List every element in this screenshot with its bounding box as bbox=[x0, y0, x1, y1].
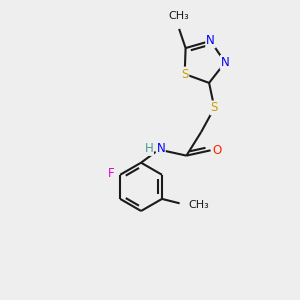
Text: H: H bbox=[145, 142, 153, 155]
Text: N: N bbox=[156, 142, 165, 155]
Text: F: F bbox=[108, 167, 115, 180]
Text: N: N bbox=[221, 56, 230, 69]
Text: CH₃: CH₃ bbox=[169, 11, 190, 21]
Text: CH₃: CH₃ bbox=[188, 200, 208, 210]
Text: S: S bbox=[181, 68, 188, 80]
Text: S: S bbox=[211, 101, 218, 114]
Text: N: N bbox=[206, 34, 215, 47]
Text: O: O bbox=[212, 144, 222, 157]
